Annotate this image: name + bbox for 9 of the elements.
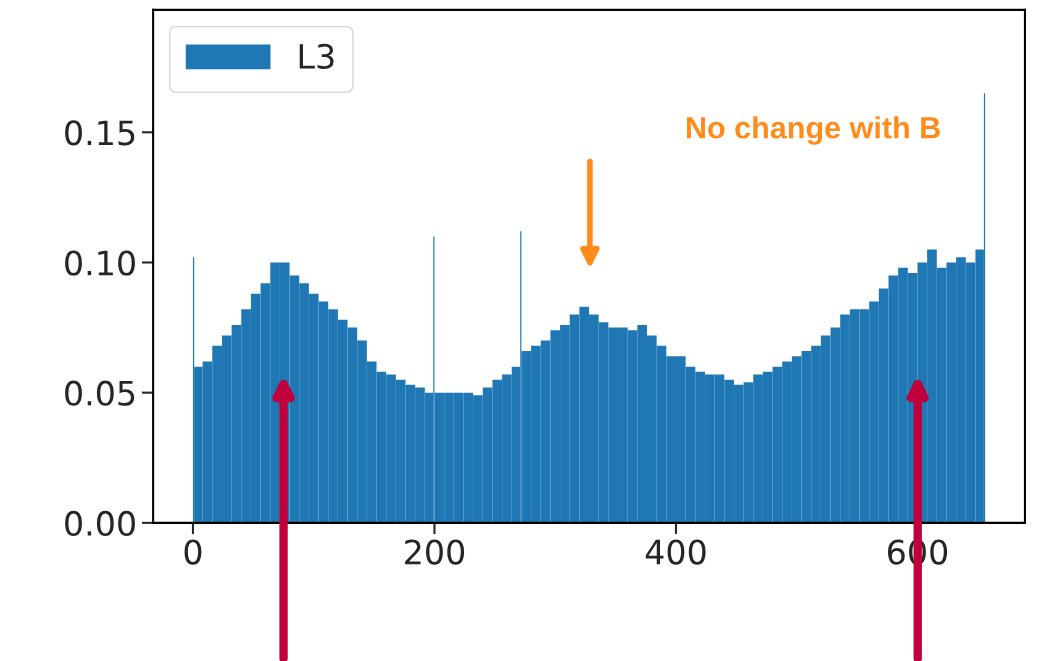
y-tick-label: 0.05 bbox=[65, 380, 135, 406]
legend-label: L3 bbox=[299, 43, 334, 70]
x-tick-label: 0 bbox=[184, 539, 202, 565]
y-tick-label: 0.00 bbox=[65, 510, 135, 536]
y-tick-label: 0.10 bbox=[65, 250, 135, 276]
x-tick-label: 200 bbox=[405, 539, 465, 565]
x-tick-label: 400 bbox=[645, 539, 706, 565]
y-tick-label: 0.15 bbox=[65, 120, 135, 146]
annotation: No change with B bbox=[686, 116, 940, 145]
